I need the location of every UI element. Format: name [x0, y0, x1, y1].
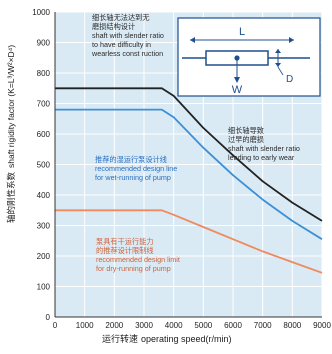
annotation-black_top-line-1: 细长轴无法达到无: [92, 13, 150, 22]
inset-D-arrow-top: [275, 49, 281, 53]
annotation-blue_mid-line-2: recommended design line: [95, 164, 177, 173]
x-tick-label-5000: 5000: [194, 321, 212, 330]
y-tick-label-800: 800: [37, 69, 51, 78]
x-tick-label-0: 0: [53, 321, 58, 330]
shaft-diagram: L W D: [177, 17, 321, 97]
y-tick-label-100: 100: [37, 283, 51, 292]
x-tick-label-8000: 8000: [283, 321, 301, 330]
x-axis-title-en: operating speed(r/min): [141, 334, 232, 344]
annotation-orange_low-line-4: for dry-running of pump: [96, 264, 171, 273]
annotation-black_top-line-5: wearless const ruction: [91, 49, 163, 58]
annotation-orange_low-line-1: 泵具有干运行能力: [96, 237, 154, 246]
series-line-3: [55, 209, 323, 274]
annotation-blue_mid-line-3: for wet-running of pump: [95, 173, 171, 182]
x-tick-label-7000: 7000: [254, 321, 272, 330]
inset-label-W: W: [232, 84, 243, 96]
inset-label-D: D: [286, 74, 293, 85]
x-tick-label-9000: 9000: [313, 321, 331, 330]
inset-shaft-center-dot: [234, 55, 240, 61]
annotation-black_right-line-2: 过早的磨损: [228, 135, 264, 144]
y-tick-label-700: 700: [37, 100, 51, 109]
annotation-black_top-line-4: to have difficulty in: [92, 40, 151, 49]
x-tick-label-1000: 1000: [76, 321, 94, 330]
y-axis-title-en: shaft rigidity factor (K=L³/W²×D⁴): [6, 45, 16, 168]
annotation-black_right-line-4: leading to early wear: [228, 153, 295, 162]
inset-D-leader: [277, 66, 284, 76]
y-tick-label-200: 200: [37, 252, 51, 261]
y-tick-label-300: 300: [37, 222, 51, 231]
y-tick-label-500: 500: [37, 161, 51, 170]
inset-arrow-left: [190, 37, 195, 43]
x-tick-label-3000: 3000: [135, 321, 153, 330]
y-tick-label-400: 400: [37, 191, 51, 200]
annotation-black_right-line-3: shaft with slender ratio: [228, 144, 300, 153]
y-axis-title-cn: 轴的刚性系数: [6, 172, 16, 224]
annotation-black_top-line-2: 磨损结构设计: [92, 22, 135, 31]
annotation-black_right-line-1: 细长轴导致: [228, 126, 264, 135]
inset-arrow-right: [289, 37, 294, 43]
y-tick-label-0: 0: [46, 313, 51, 322]
annotation-orange_low-line-2: 的推荐设计限制线: [96, 246, 154, 255]
series-line-2: [55, 108, 323, 240]
inset-weight-arrowhead: [234, 77, 240, 83]
x-axis-title-cn: 运行转速: [102, 333, 138, 344]
y-tick-label-1000: 1000: [32, 8, 50, 17]
annotation-blue_mid-line-1: 推荐的湿运行泵设计线: [95, 155, 167, 164]
x-tick-label-2000: 2000: [105, 321, 123, 330]
inset-label-L: L: [239, 26, 245, 38]
series-line-1: [55, 87, 323, 222]
x-tick-label-6000: 6000: [224, 321, 242, 330]
y-tick-label-900: 900: [37, 39, 51, 48]
x-tick-label-4000: 4000: [165, 321, 183, 330]
annotation-orange_low-line-3: recommended design limit: [96, 255, 180, 264]
annotation-black_top-line-3: shaft with slender ratio: [92, 31, 164, 40]
y-tick-label-600: 600: [37, 130, 51, 139]
inset-D-arrow-bottom: [275, 63, 281, 67]
